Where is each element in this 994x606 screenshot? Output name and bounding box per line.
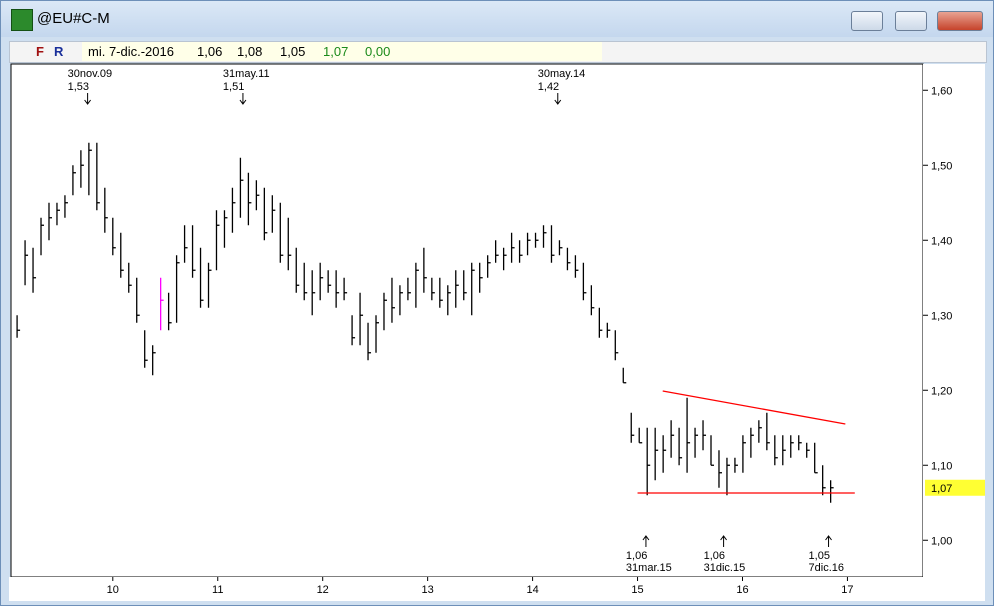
maximize-button[interactable] [895, 11, 927, 31]
annotation-arrow [554, 93, 562, 105]
annotation-date: 31may.11 [223, 68, 270, 80]
x-tick-label: 15 [631, 584, 643, 596]
y-tick-label: 1,10 [931, 460, 952, 472]
annotation-arrow [84, 93, 92, 105]
f-button[interactable]: F [36, 44, 44, 59]
annotation-arrow [239, 93, 247, 105]
y-tick-label: 1,00 [931, 535, 952, 547]
annotation-price: 1,06 [626, 550, 647, 562]
annotation-arrow [720, 535, 727, 547]
x-tick-label: 12 [317, 584, 329, 596]
annotation-arrow [642, 535, 650, 547]
x-tick-label: 13 [422, 584, 434, 596]
annotation-date: 30may.14 [538, 68, 586, 80]
title-bar: @EU#C-M [1, 1, 993, 37]
trend-line [662, 390, 846, 425]
high: 1,08 [237, 44, 263, 59]
close-button[interactable] [937, 11, 983, 31]
app-icon [11, 9, 33, 31]
annotation-date: 31dic.15 [704, 562, 746, 574]
y-tick-label: 1,50 [931, 160, 952, 172]
annotation-price: 1,42 [538, 81, 559, 93]
minimize-button[interactable] [851, 11, 883, 31]
annotation-date: 7dic.16 [809, 562, 844, 574]
annotation-price: 1,53 [68, 81, 89, 93]
date: mi. 7-dic.-2016 [88, 44, 174, 59]
change: 0,00 [365, 44, 391, 59]
x-tick-label: 17 [841, 584, 853, 596]
low: 1,05 [280, 44, 306, 59]
plot-area [10, 63, 924, 578]
y-tick-label: 1,20 [931, 385, 952, 397]
close: 1,07 [323, 44, 349, 59]
y-tick-label: 1,30 [931, 310, 952, 322]
last-price-box [925, 479, 985, 496]
x-tick-label: 14 [526, 584, 538, 596]
open: 1,06 [197, 44, 223, 59]
y-tick-label: 1,40 [931, 235, 952, 247]
r-button[interactable]: R [54, 44, 64, 59]
last-price-label: 1,07 [931, 483, 952, 495]
annotation-price: 1,51 [223, 81, 244, 93]
y-tick-label: 1,60 [931, 85, 952, 97]
chart: 1,00 1,10 1,20 1,30 1,40 1,50 1,60 10 11 12 13 14 15… [9, 63, 985, 601]
annotation-date: 30nov.09 [68, 68, 112, 80]
annotation-arrow [825, 535, 832, 547]
annotation-price: 1,06 [704, 550, 725, 562]
x-axis-area [9, 577, 985, 601]
window-title: @EU#C-M [37, 10, 110, 27]
x-tick-label: 11 [212, 584, 223, 596]
x-tick-label: 10 [107, 584, 119, 596]
x-tick-label: 16 [736, 584, 748, 596]
annotation-date: 31mar.15 [626, 562, 672, 574]
annotation-price: 1,05 [809, 550, 830, 562]
toolbar: F R mi. 7-dic.-2016 1,06 1,08 1,05 1,07 … [9, 41, 987, 63]
